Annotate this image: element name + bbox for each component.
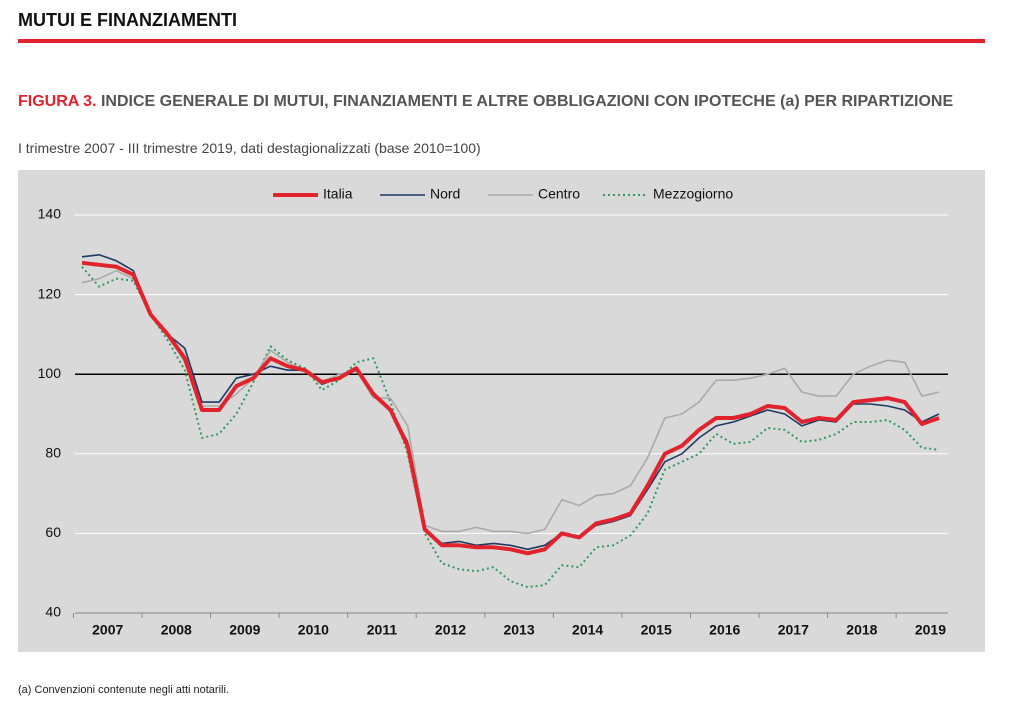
- y-tick-label: 40: [45, 604, 61, 620]
- y-tick-label: 100: [38, 365, 62, 381]
- series-line: [81, 260, 940, 556]
- x-tick-label: 2016: [709, 622, 740, 638]
- x-tick-label: 2008: [161, 622, 192, 638]
- y-tick-label: 80: [45, 445, 61, 461]
- x-tick-label: 2019: [915, 622, 946, 638]
- chart: 40 60 80 100 120 140 2007 2008 2009 2010 2011 2012 2…: [18, 170, 985, 652]
- x-tick-label: 2014: [572, 622, 603, 638]
- legend-label: Italia: [323, 186, 353, 202]
- y-tick-label: 140: [38, 206, 62, 222]
- x-tick-label: 2013: [503, 622, 534, 638]
- y-tick-label: 120: [38, 285, 62, 301]
- x-tick-label: 2018: [846, 622, 877, 638]
- footnote: (a) Convenzioni contenute negli atti not…: [18, 684, 229, 696]
- x-tick-label: 2007: [92, 622, 123, 638]
- figure-label: FIGURA 3.: [18, 93, 97, 110]
- x-tick-label: 2012: [435, 622, 466, 638]
- title-text: INDICE GENERALE DI MUTUI, FINANZIAMENTI …: [100, 93, 954, 110]
- x-tick-label: 2017: [778, 622, 809, 638]
- legend-label: Centro: [538, 186, 580, 202]
- x-tick-label: 2011: [367, 622, 398, 638]
- section-header: MUTUI E FINANZIAMENTI: [18, 10, 237, 30]
- x-tick-label: 2009: [229, 622, 260, 638]
- figure-title: FIGURA 3. INDICE GENERALE DI MUTUI, FINA…: [18, 92, 980, 111]
- legend-label: Mezzogiorno: [653, 186, 733, 202]
- y-tick-label: 60: [45, 524, 61, 540]
- header-rule: [18, 39, 985, 43]
- series-line: [81, 266, 940, 589]
- x-tick-label: 2015: [641, 622, 672, 638]
- series-line: [81, 254, 940, 551]
- chart-background: [18, 170, 985, 652]
- legend-label: Nord: [430, 186, 460, 202]
- x-tick-label: 2010: [298, 622, 329, 638]
- subtitle: I trimestre 2007 - III trimestre 2019, d…: [18, 140, 481, 156]
